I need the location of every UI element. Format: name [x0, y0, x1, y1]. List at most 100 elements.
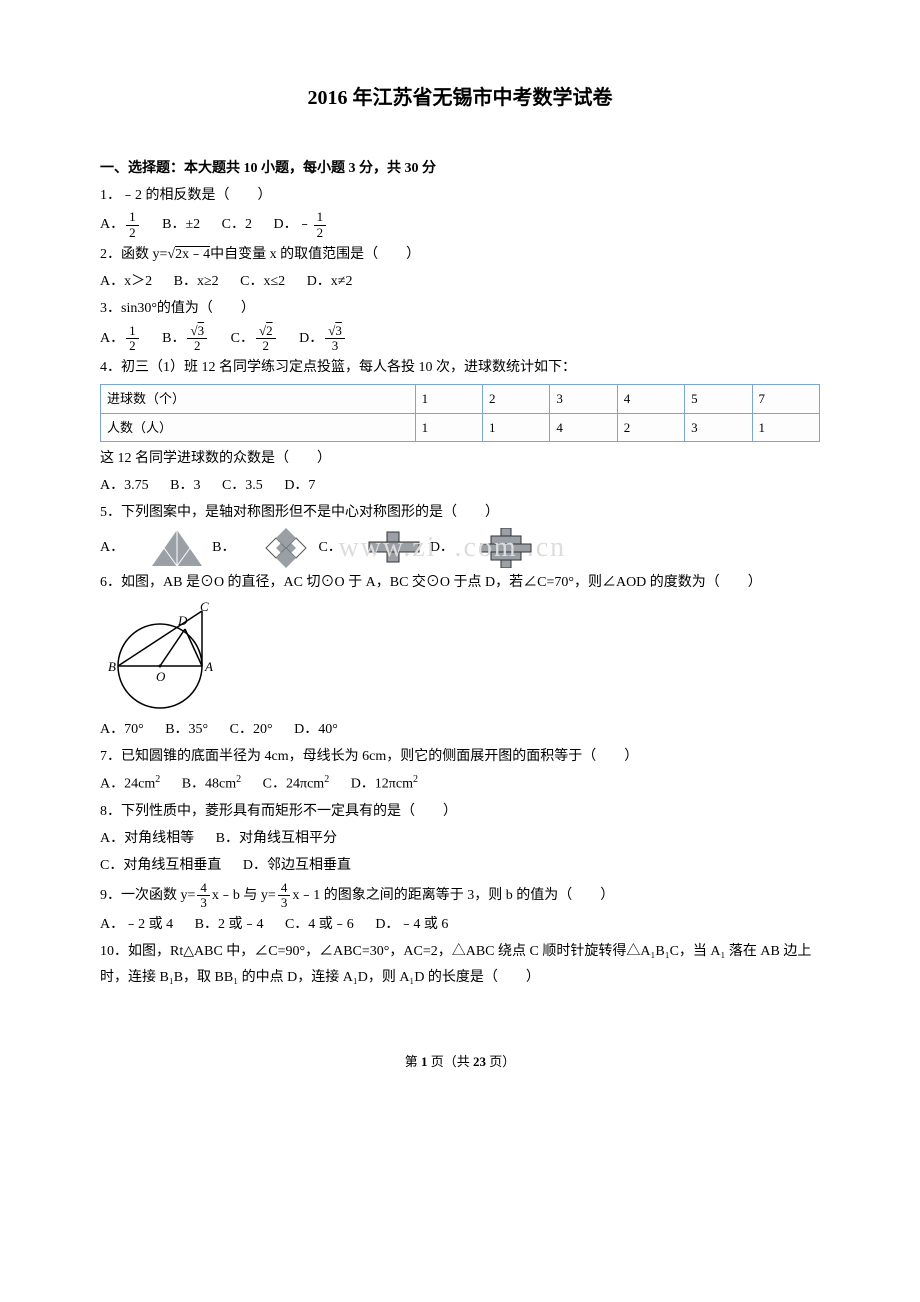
q9-B: B．2 或﹣4	[195, 912, 264, 937]
footer-mid: 页（共	[427, 1054, 473, 1069]
question-9: 9．一次函数 y=43x﹣b 与 y=43x﹣1 的图象之间的距离等于 3，则 …	[100, 881, 820, 911]
q2-C: C．x≤2	[240, 269, 285, 294]
q8-C: C．对角线互相垂直	[100, 853, 221, 878]
q2-B: B．x≥2	[174, 269, 219, 294]
q2-stem-post: 中自变量 x 的取值范围是（ ）	[210, 247, 420, 262]
q2-A: A．x＞2	[100, 269, 152, 294]
frac-4-3: 43	[197, 881, 210, 911]
q8-options-1: A．对角线相等 B．对角线互相平分	[100, 826, 820, 851]
table-cell: 5	[685, 385, 752, 413]
watermark: www.zi .com .cn	[338, 523, 566, 573]
q9-options: A．﹣2 或 4 B．2 或﹣4 C．4 或﹣6 D．﹣4 或 6	[100, 912, 820, 937]
q3-options: A．12 B．√32 C．√22 D．√33	[100, 324, 820, 354]
q8-A: A．对角线相等	[100, 826, 194, 851]
footer-post: 页）	[486, 1054, 515, 1069]
q1-A: A．	[100, 217, 124, 232]
table-cell: 进球数（个）	[101, 385, 416, 413]
q1-stem: 1．﹣2 的相反数是（ ）	[100, 188, 272, 203]
table-cell: 7	[752, 385, 819, 413]
frac-1-2: 12	[126, 324, 139, 354]
q3-C: C．	[231, 331, 254, 346]
table-cell: 4	[550, 413, 617, 441]
circle-diagram: B A C D O	[100, 601, 820, 711]
q3-D: D．	[299, 331, 323, 346]
frac-sqrt3-2: √32	[187, 324, 207, 354]
q6-B: B．35°	[165, 717, 208, 742]
q4-after: 这 12 名同学进球数的众数是（ ）	[100, 446, 820, 471]
question-10: 10．如图，Rt△ABC 中，∠C=90°，∠ABC=30°，AC=2，△ABC…	[100, 939, 820, 989]
q6-C: C．20°	[230, 717, 273, 742]
q2-stem-pre: 2．函数 y=	[100, 247, 167, 262]
question-8: 8．下列性质中，菱形具有而矩形不一定具有的是（ ）	[100, 799, 820, 824]
table-cell: 人数（人）	[101, 413, 416, 441]
q8-D: D．邻边互相垂直	[243, 853, 351, 878]
table-cell: 3	[550, 385, 617, 413]
q2-sqrt: 2x﹣4	[175, 247, 210, 262]
q5-options: A． B． C． D． www.zi .com .cn	[100, 528, 820, 568]
frac-sqrt3-3: √33	[325, 324, 345, 354]
q9-D: D．﹣4 或 6	[375, 912, 448, 937]
q7-B: B．48cm	[182, 777, 236, 792]
q1-C: C．2	[222, 212, 252, 237]
q2-options: A．x＞2 B．x≥2 C．x≤2 D．x≠2	[100, 269, 820, 294]
table-cell: 3	[685, 413, 752, 441]
svg-text:B: B	[108, 659, 116, 674]
section-header: 一、选择题：本大题共 10 小题，每小题 3 分，共 30 分	[100, 156, 820, 181]
footer-pre: 第	[405, 1054, 421, 1069]
question-1: 1．﹣2 的相反数是（ ）	[100, 183, 820, 208]
table-cell: 4	[617, 385, 684, 413]
svg-text:C: C	[200, 601, 209, 614]
q9-mid: x﹣b 与 y=	[212, 888, 276, 903]
q8-options-2: C．对角线互相垂直 D．邻边互相垂直	[100, 853, 820, 878]
q6-A: A．70°	[100, 717, 144, 742]
q3-A: A．	[100, 331, 124, 346]
svg-text:D: D	[177, 613, 188, 628]
q1-B: B．±2	[162, 212, 200, 237]
q1-D: D．﹣	[274, 217, 312, 232]
q8-B: B．对角线互相平分	[216, 826, 337, 851]
question-4: 4．初三（1）班 12 名同学练习定点投篮，每人各投 10 次，进球数统计如下：	[100, 355, 820, 380]
q7-C: C．24πcm	[263, 777, 325, 792]
q9-pre: 9．一次函数 y=	[100, 888, 195, 903]
frac-sqrt2-2: √22	[256, 324, 276, 354]
question-7: 7．已知圆锥的底面半径为 4cm，母线长为 6cm，则它的侧面展开图的面积等于（…	[100, 744, 820, 769]
frac-1-2: 12	[314, 210, 327, 240]
table-row: 人数（人） 1 1 4 2 3 1	[101, 413, 820, 441]
table-cell: 1	[415, 413, 482, 441]
footer-total: 23	[473, 1054, 486, 1069]
q7-D: D．12πcm	[351, 777, 413, 792]
q4-A: A．3.75	[100, 473, 149, 498]
q9-A: A．﹣2 或 4	[100, 912, 173, 937]
q9-post: x﹣1 的图象之间的距离等于 3，则 b 的值为（ ）	[292, 888, 614, 903]
q4-options: A．3.75 B．3 C．3.5 D．7	[100, 473, 820, 498]
q4-C: C．3.5	[222, 473, 263, 498]
table-cell: 1	[415, 385, 482, 413]
q9-C: C．4 或﹣6	[285, 912, 354, 937]
q6-D: D．40°	[294, 717, 338, 742]
svg-text:O: O	[156, 669, 166, 684]
q4-D: D．7	[284, 473, 315, 498]
page-title: 2016 年江苏省无锡市中考数学试卷	[100, 80, 820, 116]
table-cell: 2	[482, 385, 549, 413]
diamonds-icon	[261, 528, 311, 568]
question-6: 6．如图，AB 是⊙O 的直径，AC 切⊙O 于 A，BC 交⊙O 于点 D，若…	[100, 570, 820, 595]
table-row: 进球数（个） 1 2 3 4 5 7	[101, 385, 820, 413]
q6-options: A．70° B．35° C．20° D．40°	[100, 717, 820, 742]
q7-A: A．24cm	[100, 777, 155, 792]
table-cell: 2	[617, 413, 684, 441]
q1-options: A．12 B．±2 C．2 D．﹣12	[100, 210, 820, 240]
q2-D: D．x≠2	[307, 269, 353, 294]
page-footer: 第 1 页（共 23 页）	[100, 1050, 820, 1073]
q3-B: B．	[162, 331, 185, 346]
question-3: 3．sin30°的值为（ ）	[100, 296, 820, 321]
table-cell: 1	[482, 413, 549, 441]
triangle-icon	[150, 528, 205, 568]
q5-A-label: A．	[100, 535, 124, 560]
frac-4-3: 43	[278, 881, 291, 911]
svg-text:A: A	[204, 659, 213, 674]
q5-B-label: B．	[212, 535, 235, 560]
table-cell: 1	[752, 413, 819, 441]
q4-table: 进球数（个） 1 2 3 4 5 7 人数（人） 1 1 4 2 3 1	[100, 384, 820, 442]
q4-B: B．3	[170, 473, 200, 498]
frac-1-2: 12	[126, 210, 139, 240]
